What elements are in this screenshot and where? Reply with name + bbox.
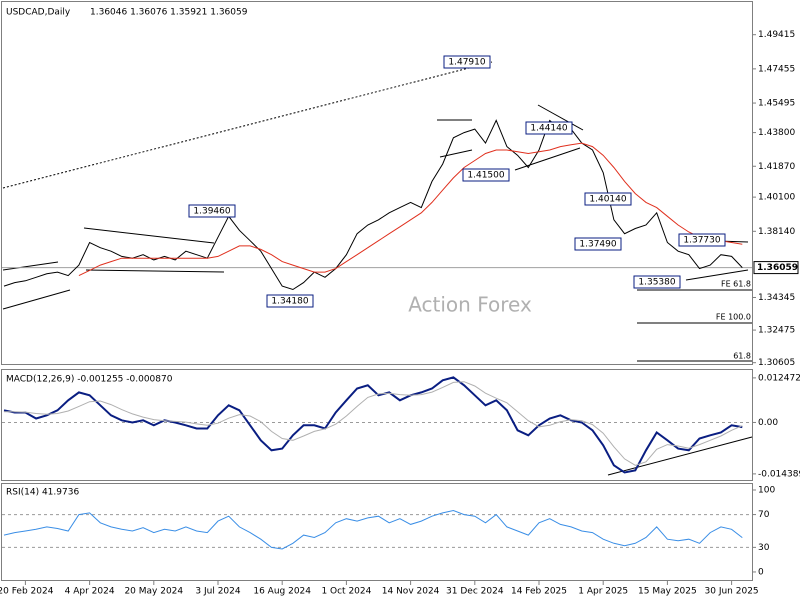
x-tick-label: 20 Feb 2024 bbox=[0, 587, 54, 597]
last-price-box bbox=[753, 261, 799, 275]
price-frame bbox=[1, 1, 753, 365]
annotation: 1.37730 bbox=[683, 236, 720, 246]
y-tick-label: 30 bbox=[758, 543, 770, 553]
annotation: 1.40140 bbox=[589, 195, 626, 205]
series-line bbox=[3, 376, 743, 474]
channel-top bbox=[2, 261, 59, 271]
y-tick-label: 1.47455 bbox=[758, 64, 795, 74]
annotation-box bbox=[188, 204, 236, 218]
y-tick-label: 0 bbox=[758, 567, 764, 577]
triangle-top bbox=[83, 227, 215, 244]
y-tick-label: 1.40100 bbox=[758, 193, 795, 203]
x-tick-label: 15 May 2025 bbox=[638, 587, 697, 597]
x-tick-label: 1 Apr 2025 bbox=[578, 587, 628, 597]
annotation: 1.39460 bbox=[193, 207, 230, 217]
x-tick-label: 1 Oct 2024 bbox=[321, 587, 371, 597]
x-tick-label: 4 Apr 2024 bbox=[65, 587, 115, 597]
macd-trend bbox=[607, 436, 753, 476]
macd-frame bbox=[1, 369, 753, 481]
chart-subtitle: 1.36046 1.36076 1.35921 1.36059 bbox=[90, 8, 248, 18]
y-tick-label: 1.49415 bbox=[758, 30, 795, 40]
annotation-box bbox=[584, 192, 632, 206]
watermark: Action Forex bbox=[408, 293, 532, 317]
channel-bottom bbox=[2, 289, 71, 310]
annotation: 1.41500 bbox=[467, 171, 504, 181]
annotation: 1.35380 bbox=[638, 278, 675, 288]
y-tick-label: 0.012472 bbox=[758, 373, 800, 383]
annotation-box bbox=[678, 233, 726, 247]
x-tick-label: 31 Dec 2024 bbox=[446, 587, 504, 597]
wedge-top bbox=[537, 104, 584, 131]
y-tick-label: 100 bbox=[758, 485, 775, 495]
annotation: 1.47910 bbox=[448, 58, 485, 68]
annotation-box bbox=[266, 294, 314, 308]
y-tick-label: 1.38140 bbox=[758, 227, 795, 237]
flag-bottom bbox=[439, 149, 473, 158]
rsi-title: RSI(14) 41.9736 bbox=[6, 488, 79, 498]
annotation: 1.34180 bbox=[271, 297, 308, 307]
annotation: 1.37490 bbox=[579, 240, 616, 250]
annotation-box bbox=[462, 168, 510, 182]
annotation: 1.44140 bbox=[530, 124, 567, 134]
chart-title: USDCAD,Daily bbox=[6, 8, 71, 18]
annotation-box bbox=[525, 121, 573, 135]
series-line bbox=[78, 142, 743, 277]
fe-label: FE 100.0 bbox=[716, 313, 751, 322]
y-tick-label: 70 bbox=[758, 510, 770, 520]
y-tick-label: 1.45495 bbox=[758, 99, 795, 109]
fe-label: FE 61.8 bbox=[721, 280, 751, 289]
x-tick-label: 14 Feb 2025 bbox=[511, 587, 567, 597]
y-tick-label: -0.014389 bbox=[758, 469, 800, 479]
x-tick-label: 3 Jul 2024 bbox=[195, 587, 240, 597]
macd-title: MACD(12,26,9) -0.001255 -0.000870 bbox=[6, 375, 173, 385]
series-line bbox=[4, 381, 743, 466]
y-tick-label: 0.00 bbox=[758, 418, 778, 428]
annotation-box bbox=[443, 55, 491, 69]
range-bottom bbox=[685, 269, 749, 281]
y-tick-label: 1.34345 bbox=[758, 293, 795, 303]
rsi-frame bbox=[1, 483, 753, 581]
last-price-label: 1.36059 bbox=[757, 263, 798, 273]
x-tick-label: 20 May 2024 bbox=[124, 587, 183, 597]
y-tick-label: 1.43800 bbox=[758, 128, 795, 138]
x-tick-label: 16 Aug 2024 bbox=[253, 587, 311, 597]
y-tick-label: 1.32475 bbox=[758, 326, 795, 336]
x-tick-label: 30 Jun 2025 bbox=[705, 587, 759, 597]
x-tick-label: 14 Nov 2024 bbox=[382, 587, 440, 597]
y-tick-label: 1.30605 bbox=[758, 358, 795, 368]
series-line bbox=[3, 119, 743, 291]
annotation-box bbox=[633, 275, 681, 289]
series-line bbox=[3, 509, 743, 550]
triangle-bottom bbox=[85, 269, 225, 273]
fe-label: 61.8 bbox=[733, 352, 751, 361]
dotted-trend bbox=[2, 61, 493, 189]
annotation-box bbox=[574, 237, 622, 251]
wedge-bottom bbox=[514, 147, 581, 171]
y-tick-label: 1.41870 bbox=[758, 162, 795, 172]
